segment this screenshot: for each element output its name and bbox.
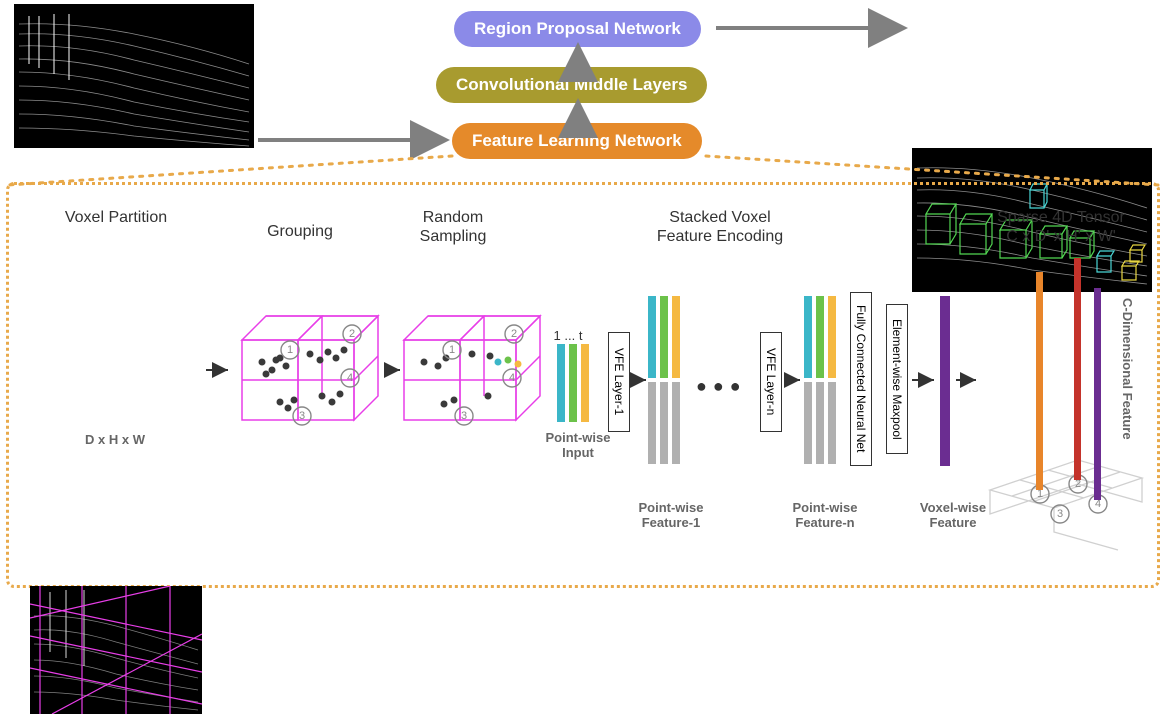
voxel-partition-image [30,586,202,714]
detail-arrows [0,0,1168,597]
